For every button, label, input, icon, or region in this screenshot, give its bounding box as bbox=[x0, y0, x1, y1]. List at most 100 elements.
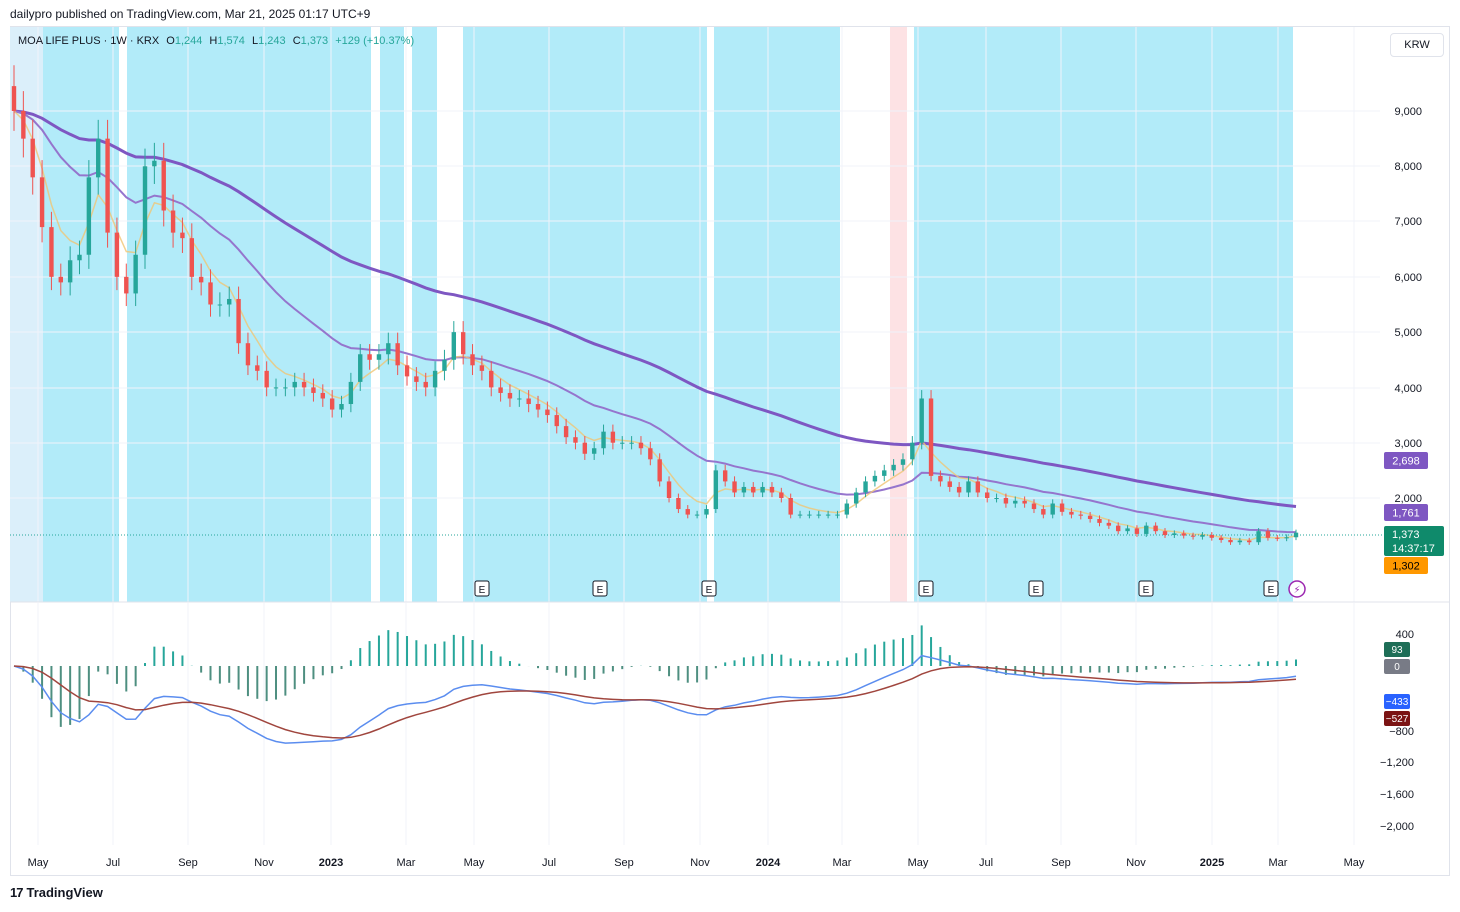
candle-body bbox=[1078, 514, 1083, 516]
candle-body bbox=[722, 470, 728, 482]
earnings-markers: E E E E E E E ⚡ bbox=[474, 580, 1306, 598]
candle-body bbox=[442, 359, 447, 371]
publish-info: dailypro published on TradingView.com, M… bbox=[10, 7, 371, 21]
candle-body bbox=[180, 232, 185, 239]
band-1 bbox=[43, 27, 119, 602]
candle-body bbox=[601, 431, 606, 449]
brand-name: TradingView bbox=[26, 885, 103, 900]
candle-body bbox=[133, 254, 138, 294]
candle-body bbox=[414, 376, 419, 382]
earnings-marker-label: E bbox=[597, 585, 604, 596]
candle-body bbox=[872, 475, 878, 482]
candle-body bbox=[1041, 509, 1046, 515]
x-tick-label: May bbox=[464, 857, 485, 869]
candle-body bbox=[1209, 535, 1214, 538]
candle-body bbox=[451, 332, 457, 360]
candle-body bbox=[217, 304, 223, 306]
band-5 bbox=[463, 27, 707, 602]
earnings-marker bbox=[918, 580, 934, 597]
candle-body bbox=[835, 514, 840, 516]
legend-low: 1,243 bbox=[258, 35, 286, 47]
candle-body bbox=[264, 370, 269, 388]
candle-body bbox=[891, 464, 896, 471]
signal-value-tag-bg bbox=[1384, 711, 1410, 726]
candle-body bbox=[1116, 525, 1121, 532]
lightning-icon bbox=[1288, 580, 1306, 598]
band-3 bbox=[380, 27, 404, 602]
candle-body bbox=[1237, 540, 1243, 543]
candle-body bbox=[1265, 531, 1271, 538]
candle-body bbox=[301, 381, 307, 388]
y-tick-label: 7,000 bbox=[1394, 216, 1422, 228]
candle-body bbox=[1069, 511, 1074, 515]
candle-body bbox=[863, 481, 868, 493]
legend-open: 1,244 bbox=[174, 35, 203, 47]
candle-body bbox=[1059, 503, 1065, 512]
candle-body bbox=[432, 370, 438, 388]
candle-body bbox=[582, 442, 588, 454]
candle-body bbox=[1162, 531, 1168, 536]
candle-body bbox=[1144, 525, 1149, 534]
x-tick-label: May bbox=[1344, 857, 1365, 869]
grid-lines bbox=[10, 27, 1450, 845]
legend-symbol: MOA LIFE PLUS · 1W · KRX bbox=[18, 35, 160, 47]
earnings-marker bbox=[592, 580, 608, 597]
candle-body bbox=[227, 298, 232, 305]
legend-open-label: O bbox=[166, 35, 175, 47]
candle-body bbox=[704, 509, 709, 515]
candle-body bbox=[760, 486, 765, 493]
candle-body bbox=[1275, 537, 1280, 539]
candle-body bbox=[329, 398, 335, 410]
candle-body bbox=[498, 387, 503, 393]
candle-body bbox=[535, 404, 541, 410]
candle-body bbox=[1181, 533, 1186, 536]
candle-body bbox=[11, 86, 17, 111]
tradingview-logo-icon: 17 bbox=[10, 885, 24, 900]
candle-body bbox=[844, 503, 850, 515]
ema-mid-tag: 1,761 bbox=[1392, 508, 1420, 520]
candle-body bbox=[947, 481, 952, 487]
candle-body bbox=[1256, 531, 1261, 543]
band-8 bbox=[914, 27, 1293, 602]
currency-button[interactable]: KRW bbox=[1390, 33, 1444, 57]
candle-body bbox=[657, 459, 662, 482]
candle-body bbox=[367, 354, 372, 360]
x-tick-label: Mar bbox=[397, 857, 416, 869]
tradingview-brand[interactable]: 17 TradingView bbox=[10, 885, 103, 900]
candle-body bbox=[395, 343, 400, 366]
candle-body bbox=[900, 459, 906, 465]
candle-body bbox=[910, 442, 915, 460]
candle-body bbox=[358, 354, 363, 382]
macd-value-tag-bg bbox=[1384, 694, 1410, 709]
band-2 bbox=[127, 27, 371, 602]
earnings-marker-label: E bbox=[1143, 585, 1150, 596]
y-tick-label: 9,000 bbox=[1394, 106, 1422, 118]
candle-body bbox=[1200, 535, 1205, 537]
macd-line bbox=[13, 654, 1297, 744]
candle-body bbox=[545, 409, 550, 416]
candle-body bbox=[142, 166, 148, 255]
candle-body bbox=[966, 481, 971, 493]
candle-body bbox=[1153, 525, 1158, 532]
x-tick-label: Sep bbox=[1051, 857, 1071, 869]
legend-close: 1,373 bbox=[300, 35, 329, 47]
candle-body bbox=[526, 398, 531, 405]
candle-body bbox=[741, 486, 747, 493]
x-tick-label: Sep bbox=[614, 857, 634, 869]
ema-slow-line bbox=[13, 109, 1297, 508]
candle-body bbox=[376, 354, 382, 360]
candle-body bbox=[779, 492, 784, 498]
candle-body bbox=[273, 387, 279, 389]
legend: MOA LIFE PLUS · 1W · KRX O1,244 H1,574 L… bbox=[18, 35, 414, 47]
ema-fast-line bbox=[13, 110, 1297, 542]
candle-body bbox=[236, 298, 241, 344]
candle-body bbox=[311, 387, 316, 393]
candle-body bbox=[610, 431, 616, 443]
price-tags: 2,698 1,761 1,373 14:37:17 1,302 93 0 −433 −527 bbox=[1384, 452, 1444, 726]
candle-body bbox=[938, 475, 943, 482]
candle-body bbox=[788, 498, 793, 515]
macd-value-tag: −433 bbox=[1386, 697, 1409, 708]
lightning-glyph: ⚡ bbox=[1293, 585, 1300, 596]
candle-body bbox=[245, 343, 251, 366]
